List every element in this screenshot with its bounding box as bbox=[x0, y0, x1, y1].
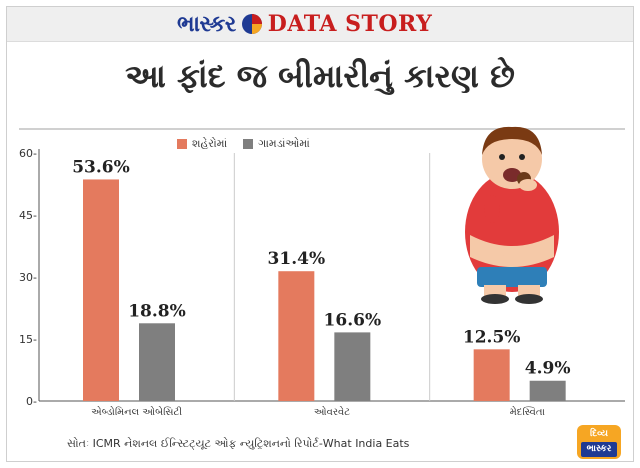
badge-line2: ભાસ્કર bbox=[581, 442, 617, 457]
x-tick-label: એબ્ડોમિનલ ઓબેસિટી bbox=[91, 405, 182, 418]
bar-chart: 0- 15- 30- 45- 60- 53.6% 18.8% એબ્ડોમિનલ ઓબેસિટ… bbox=[19, 126, 625, 418]
x-tick-label: ઓવરવેટ bbox=[314, 405, 350, 418]
bar bbox=[278, 271, 315, 401]
data-label: 12.5% bbox=[463, 327, 521, 347]
x-tick-label: મેદસ્વિતા bbox=[510, 405, 546, 418]
legend-label: ગામડાંઓમાં bbox=[258, 137, 310, 150]
data-label: 4.9% bbox=[525, 359, 571, 379]
y-tick-label: 60- bbox=[19, 147, 37, 160]
bar bbox=[529, 380, 566, 401]
overweight-man-eating-icon bbox=[465, 126, 559, 304]
data-story-label: DATA STORY bbox=[267, 11, 433, 37]
page-title: આ ફાંદ જ બીમારીનું કારણ છે bbox=[125, 57, 515, 95]
infographic-frame: ભાસ્કર DATA STORY આ ફાંદ જ બીમારીનું કાર… bbox=[6, 6, 634, 462]
legend-item-urban: શહેરોમાં bbox=[177, 137, 227, 151]
badge-line1: દિવ્ય bbox=[590, 429, 608, 439]
y-tick-label: 30- bbox=[19, 271, 37, 284]
plot-area: 0- 15- 30- 45- 60- 53.6% 18.8% એબ્ડોમિનલ ઓબેસિટ… bbox=[19, 147, 625, 418]
y-tick-label: 0- bbox=[26, 395, 37, 408]
header-band: ભાસ્કર DATA STORY bbox=[7, 7, 633, 42]
bar bbox=[139, 323, 175, 401]
legend-swatch bbox=[177, 139, 187, 149]
data-label: 31.4% bbox=[268, 249, 326, 269]
data-label: 18.8% bbox=[128, 301, 186, 321]
legend-label: શહેરોમાં bbox=[192, 137, 228, 150]
pie-chart-icon bbox=[241, 14, 262, 34]
bar bbox=[83, 179, 119, 401]
y-tick-label: 15- bbox=[19, 333, 37, 346]
divider bbox=[19, 128, 625, 130]
data-label: 53.6% bbox=[72, 157, 130, 177]
logo: ભાસ્કર DATA STORY bbox=[177, 10, 432, 38]
source-note: સોતઃ ICMR નેશનલ ઈન્સ્ટિટ્યૂટ ઓફ ન્યુટ્રિ… bbox=[67, 437, 410, 450]
legend-swatch bbox=[243, 139, 254, 149]
brand-badge: દિવ્ય ભાસ્કર bbox=[577, 425, 621, 459]
data-label: 16.6% bbox=[324, 310, 382, 330]
brand-name: ભાસ્કર bbox=[177, 11, 236, 37]
legend-item-rural: ગામડાંઓમાં bbox=[243, 137, 310, 151]
bar bbox=[473, 349, 510, 401]
y-tick-label: 45- bbox=[19, 209, 37, 222]
chart-legend: શહેરોમાં ગામડાંઓમાં bbox=[177, 137, 310, 151]
bar bbox=[334, 332, 371, 401]
